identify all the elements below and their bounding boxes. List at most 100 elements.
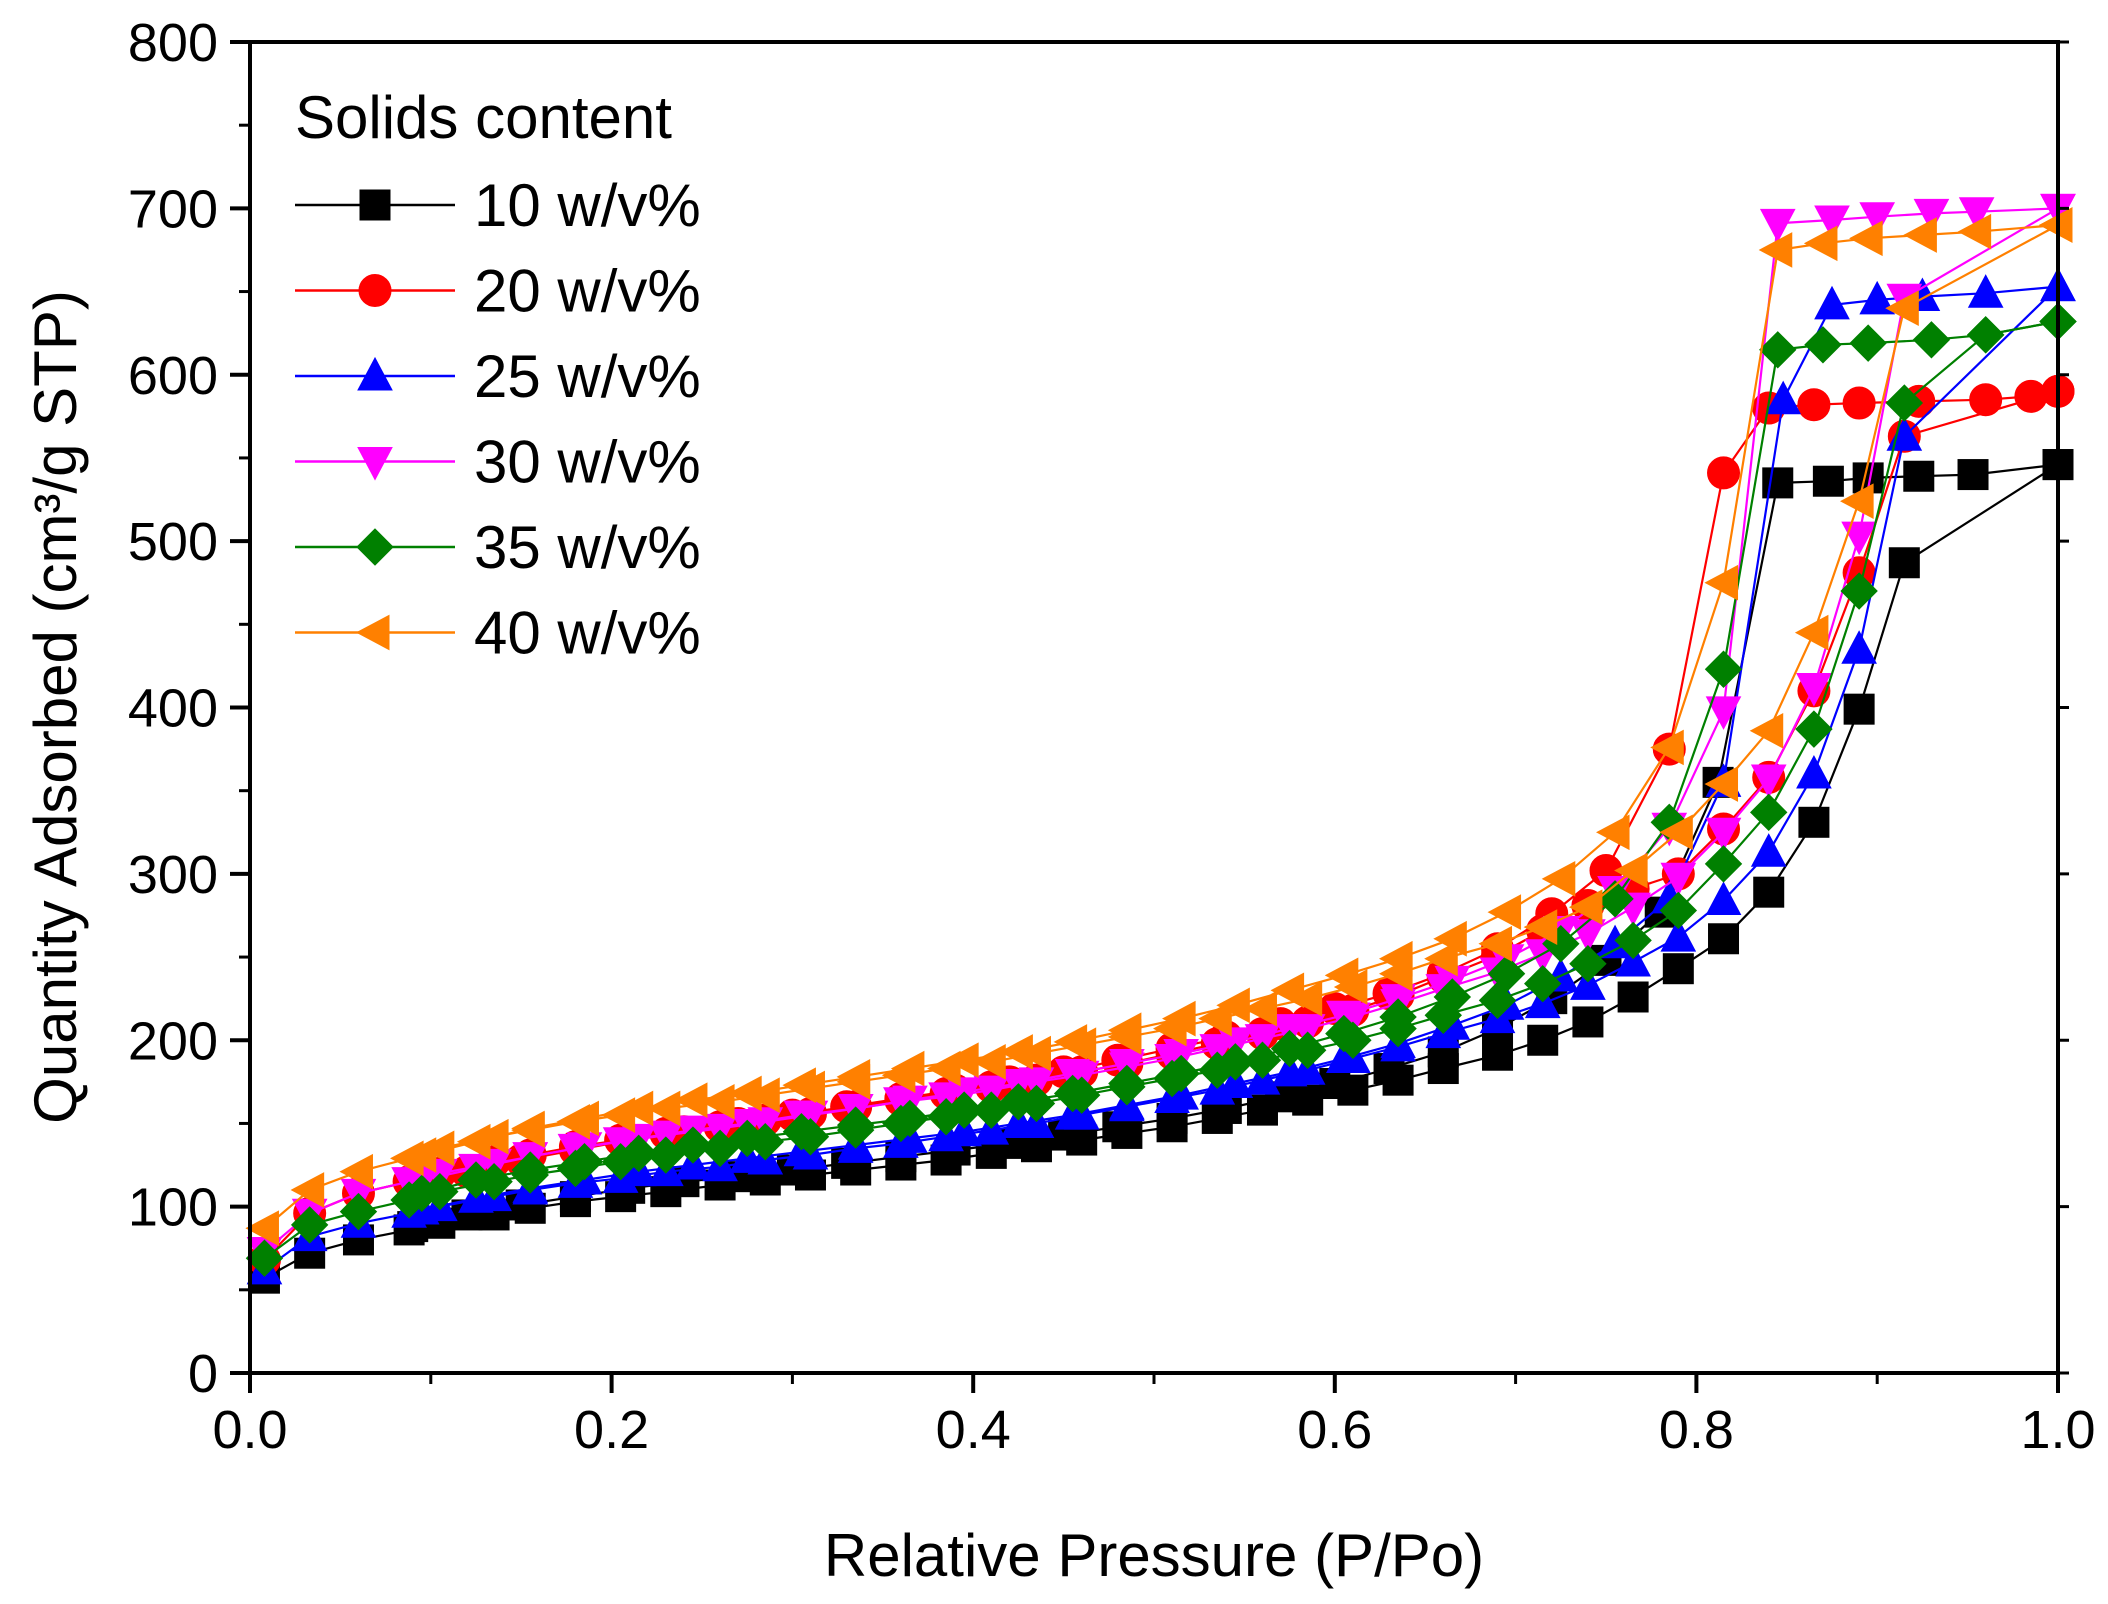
y-tick-label: 800 [128,13,218,73]
legend-entry: 35 w/v% [295,514,701,581]
data-point [1324,957,1359,994]
data-point [1217,1064,1254,1099]
data-point [1704,845,1743,883]
x-axis-title: Relative Pressure (P/Po) [824,1522,1484,1589]
legend-marker [355,614,390,651]
data-point [1765,380,1802,415]
data-point [420,1130,455,1167]
y-tick-label: 100 [128,1178,218,1238]
data-point [1966,316,2005,354]
data-point [1812,465,1844,497]
legend-label: 20 w/v% [474,258,701,325]
legend-entry: 40 w/v% [295,600,701,667]
data-point [1705,817,1742,852]
data-point [1750,833,1787,867]
data-point [1270,1029,1309,1068]
legend-entry: 25 w/v% [295,343,701,410]
series-40-w-v- [245,207,2073,1247]
legend-label: 10 w/v% [474,172,701,239]
data-point [1804,326,1842,364]
legend-title: Solids content [295,84,672,151]
data-point [1859,280,1896,315]
data-point [1053,1024,1088,1060]
data-point [403,1174,441,1213]
legend-marker [359,189,391,221]
data-point [1797,388,1831,422]
y-tick-label: 200 [128,1011,218,1071]
data-point [1569,945,1607,983]
y-tick-label: 400 [128,679,218,739]
data-point [1795,710,1833,748]
x-tick-label: 0.2 [574,1400,649,1460]
data-point [1482,1039,1514,1071]
y-tick-label: 300 [128,845,218,905]
data-point [1704,650,1743,688]
data-point [290,1206,329,1244]
data-point [1424,940,1458,977]
data-point [339,1192,378,1231]
x-tick-label: 0.6 [1297,1400,1372,1460]
data-point [1750,793,1788,832]
data-point [1843,693,1875,725]
data-point [1487,894,1522,930]
x-tick-label: 1.0 [2020,1400,2095,1460]
data-point [836,1106,875,1144]
data-point [1617,981,1649,1013]
data-point [1840,483,1874,520]
data-point [890,1050,925,1087]
data-point [1379,940,1413,977]
x-tick-label: 0.4 [936,1400,1011,1460]
data-point [1541,861,1576,897]
data-point [620,1134,658,1173]
data-point [1840,572,1878,610]
data-point [1841,630,1877,664]
data-point [402,1137,437,1173]
data-point [1524,964,1562,1003]
data-point [1243,990,1277,1027]
data-point [1967,274,2004,308]
data-point [1000,1104,1037,1138]
legend-label: 40 w/v% [474,600,701,667]
data-point [945,1042,979,1079]
data-point [746,1077,780,1113]
data-point [1958,197,1995,231]
data-point [1270,972,1305,1009]
data-point [1704,564,1739,601]
data-point [728,1119,766,1158]
data-point [1615,942,1651,977]
data-point [1888,547,1920,579]
data-point [1433,978,1472,1016]
data-point [701,1083,735,1120]
data-point [1659,814,1693,851]
data-point [1216,987,1250,1024]
data-point [1570,966,1606,1000]
data-point [1379,998,1417,1036]
data-point [1885,290,1919,327]
data-point [1271,1052,1308,1087]
data-point [946,1112,982,1147]
data-point [1243,1041,1282,1079]
data-point [1216,1043,1255,1081]
data-point [782,1113,821,1151]
data-point [475,1118,509,1155]
data-point [1794,614,1829,651]
data-point [1759,331,1797,369]
data-point [945,1091,983,1129]
y-tick-label: 0 [188,1344,218,1404]
data-point [1523,909,1558,945]
data-point [728,1075,762,1112]
data-point [1841,521,1877,556]
x-tick-label: 0.8 [1659,1400,1734,1460]
data-point [1903,217,1937,253]
data-point [972,1044,1006,1080]
data-point [1660,918,1697,952]
data-point [1107,1012,1142,1049]
data-point [290,1172,325,1208]
y-axis-ticks: 0 100 200 300 400 500 600 700 800 [128,13,2069,1404]
data-point [1969,383,2003,417]
data-point [1017,1035,1051,1072]
data-point [1913,198,1950,233]
legend-marker [358,274,392,307]
data-point [1572,1006,1604,1038]
